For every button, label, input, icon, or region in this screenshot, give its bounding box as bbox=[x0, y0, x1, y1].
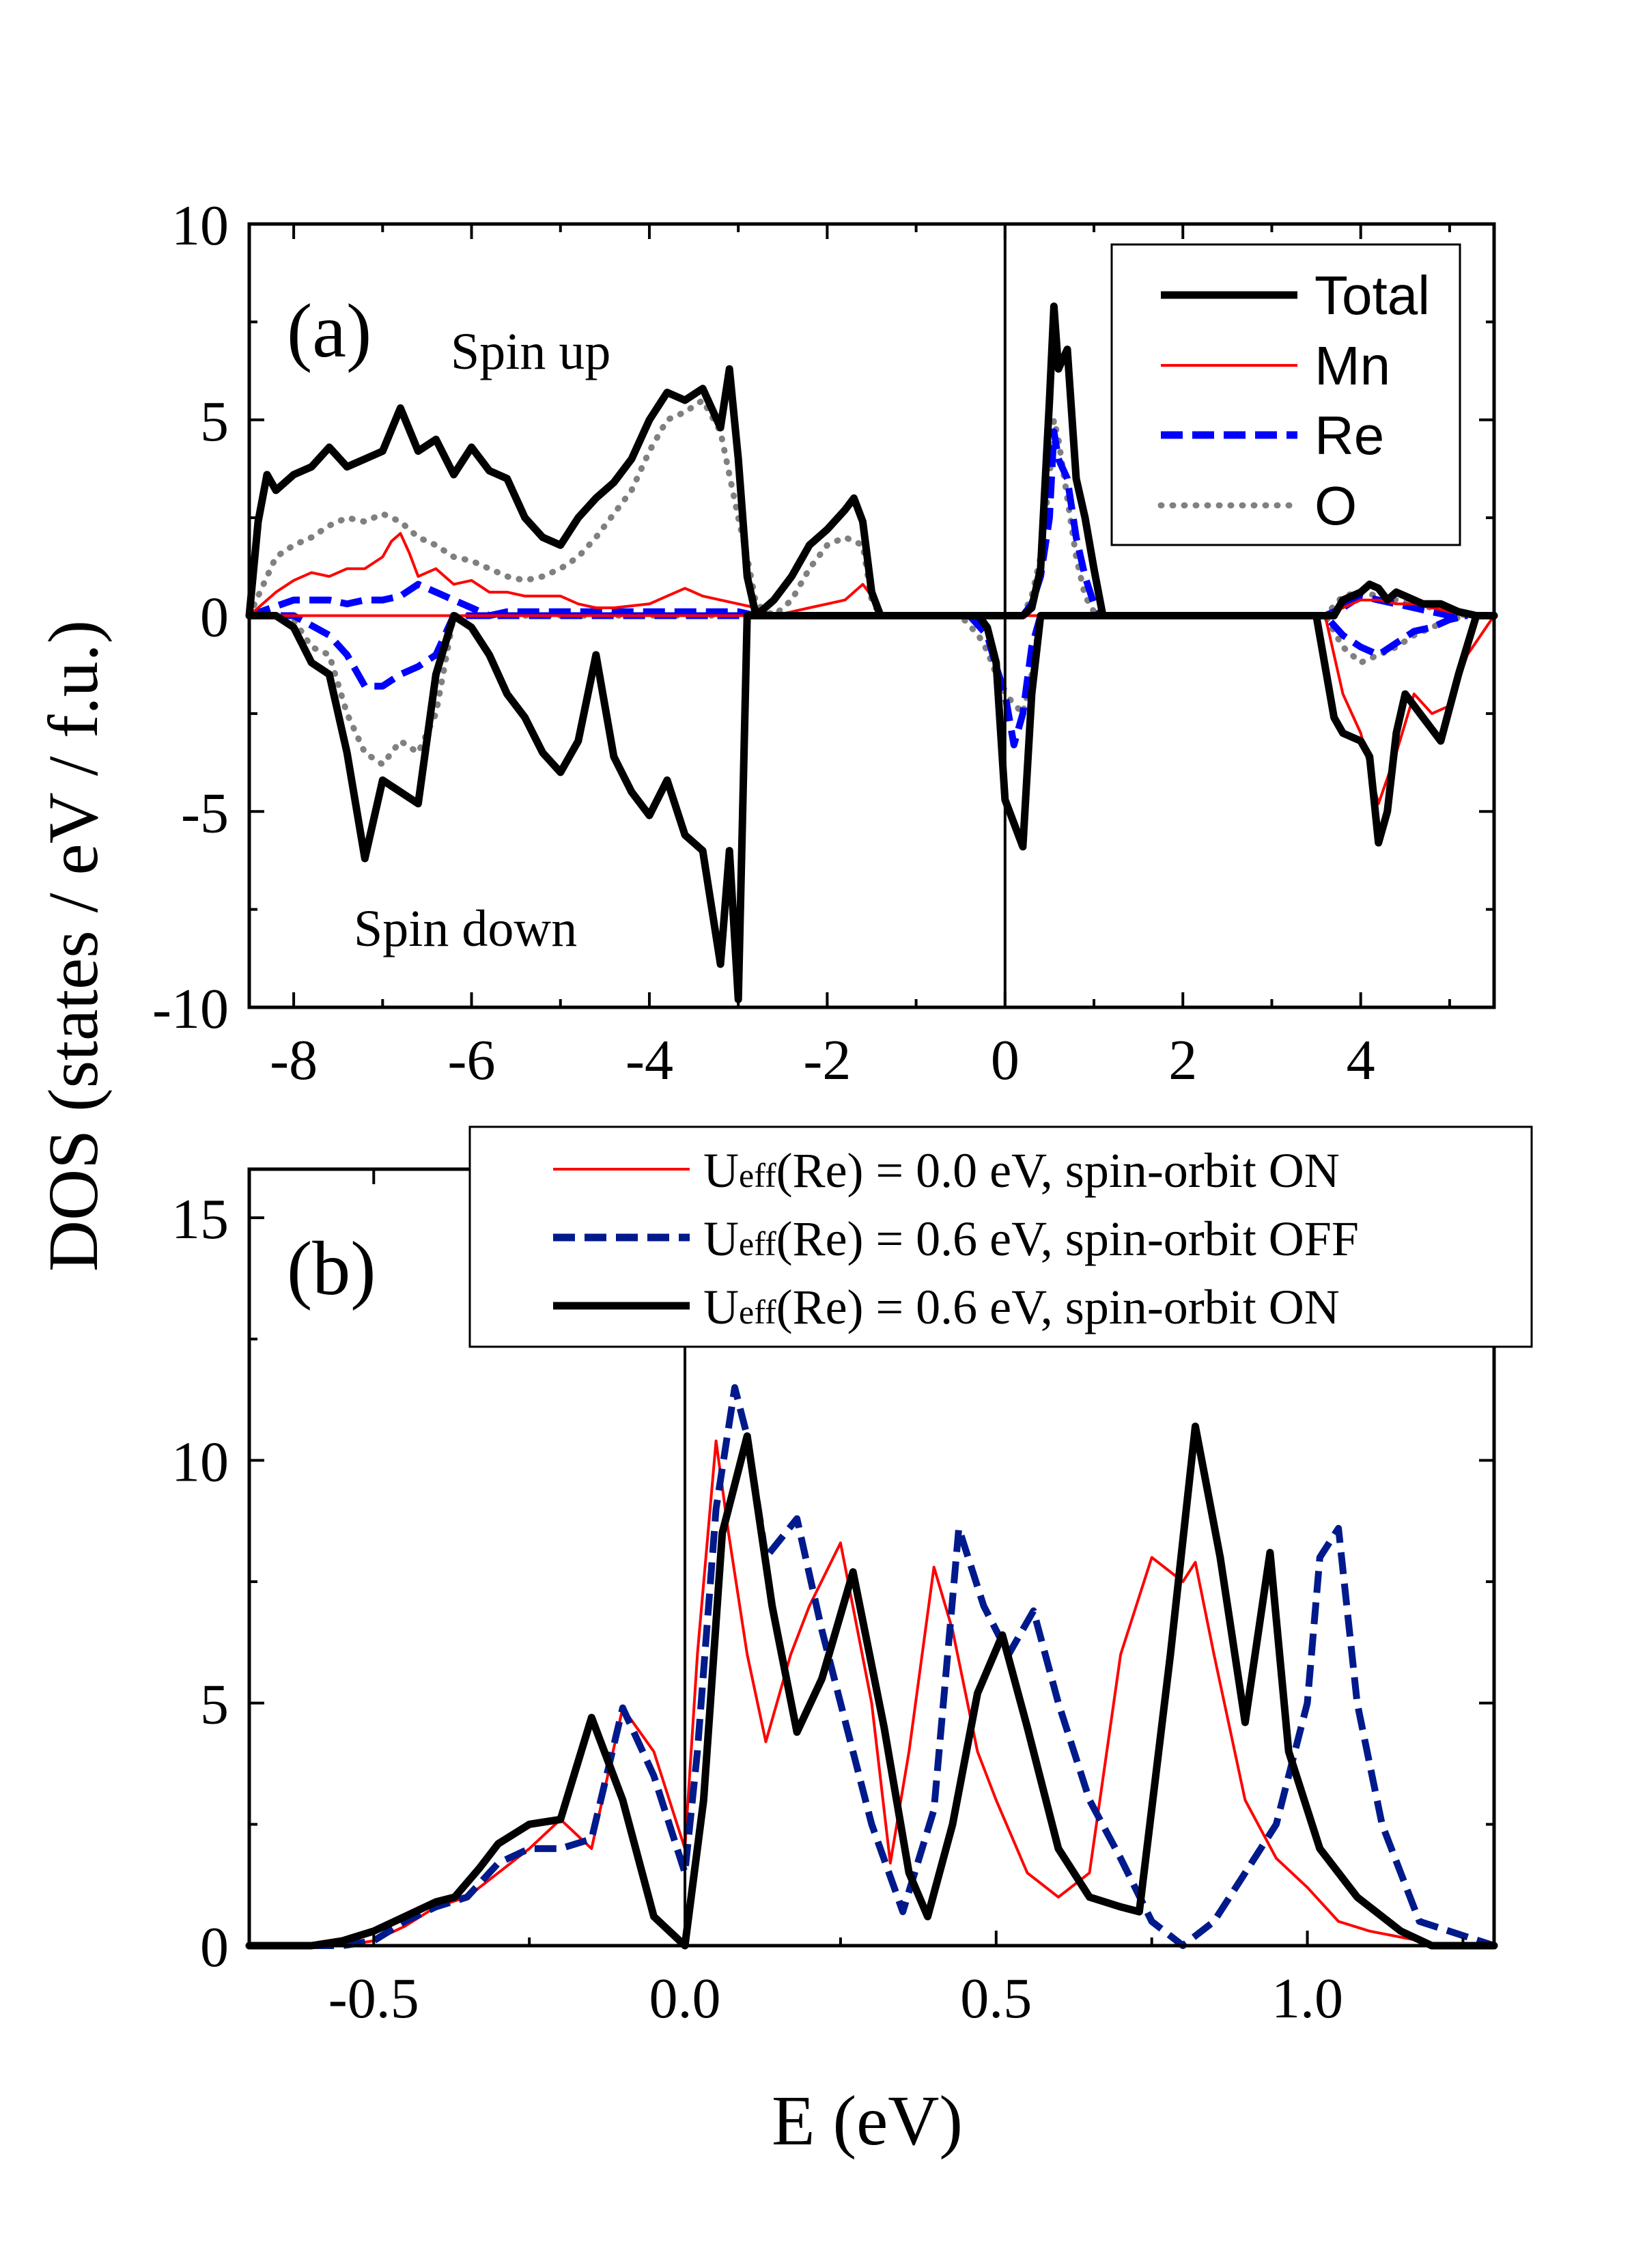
panel-a-x-tick-label: -4 bbox=[625, 1028, 673, 1092]
panel-b-x-tick-label: 0.5 bbox=[960, 1967, 1032, 2030]
panel-b-x-tick-label: -0.5 bbox=[328, 1967, 419, 2030]
legend-b-entry-1-rest: (Re) = 0.0 eV, spin-orbit ON bbox=[776, 1143, 1340, 1198]
legend-a-total: Total bbox=[1314, 265, 1430, 326]
panel-a-label: (a) bbox=[287, 289, 371, 374]
panel-b-y-tick-label: 5 bbox=[200, 1673, 229, 1737]
panel-a-axes: -8 -6 -4 -2 0 2 4 -10 -5 0 5 10 bbox=[152, 194, 1494, 1092]
legend-b-entry-2-sub: eff bbox=[739, 1224, 776, 1263]
series-total-spin-down bbox=[245, 612, 1498, 1003]
legend-b-entry-1-u: U bbox=[703, 1143, 739, 1198]
panel-a-x-tick-label: 4 bbox=[1347, 1028, 1375, 1092]
panel-b-y-tick-label: 0 bbox=[200, 1916, 229, 1979]
y-axis-label: DOS (states / eV / f.u.) bbox=[34, 620, 113, 1272]
panel-b-y-tick-label: 15 bbox=[171, 1188, 229, 1251]
panel-b-x-tick-label: 0.0 bbox=[649, 1967, 721, 2030]
legend-a-mn: Mn bbox=[1314, 335, 1390, 396]
panel-a-y-tick-label: -10 bbox=[152, 977, 229, 1041]
series-b-3 bbox=[245, 1423, 1498, 1950]
panel-b-axes: -0.5 0.0 0.5 1.0 0 5 10 15 bbox=[171, 1169, 1494, 2030]
panel-a-y-tick-label: 5 bbox=[200, 390, 229, 453]
x-axis-label: E (eV) bbox=[772, 2082, 963, 2160]
series-total-spin-up bbox=[245, 302, 1498, 619]
legend-b: Ueff(Re) = 0.0 eV, spin-orbit ON Ueff(Re… bbox=[468, 1125, 1533, 1348]
legend-b-entry-3-sub: eff bbox=[739, 1293, 776, 1331]
panel-a-x-tick-label: 0 bbox=[991, 1028, 1020, 1092]
panel-a-y-tick-label: -5 bbox=[181, 781, 229, 845]
panel-a-x-tick-label: 2 bbox=[1168, 1028, 1197, 1092]
legend-a: Total Mn Re O bbox=[1110, 243, 1461, 546]
legend-b-entry-3-rest: (Re) = 0.6 eV, spin-orbit ON bbox=[776, 1280, 1340, 1334]
series-o-spin-up bbox=[246, 397, 1471, 619]
panel-a-x-tick-label: -2 bbox=[803, 1028, 851, 1092]
legend-a-re: Re bbox=[1314, 405, 1384, 466]
panel-b-label: (b) bbox=[287, 1227, 376, 1311]
panel-a-y-tick-label: 10 bbox=[171, 194, 229, 257]
panel-a-x-tick-label: -8 bbox=[270, 1028, 318, 1092]
legend-b-entry-3-u: U bbox=[703, 1280, 739, 1334]
legend-b-entry-2: Ueff(Re) = 0.6 eV, spin-orbit OFF bbox=[703, 1212, 1359, 1266]
series-mn-spin-up bbox=[248, 532, 1495, 617]
legend-b-box bbox=[468, 1125, 1533, 1348]
panel-b-x-tick-label: 1.0 bbox=[1271, 1967, 1343, 2030]
panel-a-x-tick-label: -6 bbox=[448, 1028, 496, 1092]
series-b-1 bbox=[248, 1439, 1495, 1947]
legend-b-entry-2-u: U bbox=[703, 1212, 739, 1266]
legend-b-entry-2-rest: (Re) = 0.6 eV, spin-orbit OFF bbox=[776, 1212, 1359, 1266]
series-mn-spin-down bbox=[248, 614, 1495, 805]
spin-down-label: Spin down bbox=[354, 900, 577, 957]
panel-a-curves bbox=[245, 302, 1498, 1003]
series-b-2 bbox=[249, 1384, 1495, 1949]
legend-b-entry-1-sub: eff bbox=[739, 1156, 776, 1194]
panel-b-y-tick-label: 10 bbox=[171, 1430, 229, 1494]
legend-b-entry-1: Ueff(Re) = 0.0 eV, spin-orbit ON bbox=[703, 1143, 1340, 1198]
panel-a-y-tick-label: 0 bbox=[200, 586, 229, 649]
spin-up-label: Spin up bbox=[451, 323, 610, 380]
legend-a-o: O bbox=[1314, 475, 1357, 536]
legend-b-entry-3: Ueff(Re) = 0.6 eV, spin-orbit ON bbox=[703, 1280, 1340, 1334]
series-re-spin-down bbox=[249, 612, 1468, 748]
panel-a: -8 -6 -4 -2 0 2 4 -10 -5 0 5 10 (a) Spin up Spin do… bbox=[152, 194, 1498, 1092]
panel-b-curves bbox=[245, 1384, 1498, 1950]
